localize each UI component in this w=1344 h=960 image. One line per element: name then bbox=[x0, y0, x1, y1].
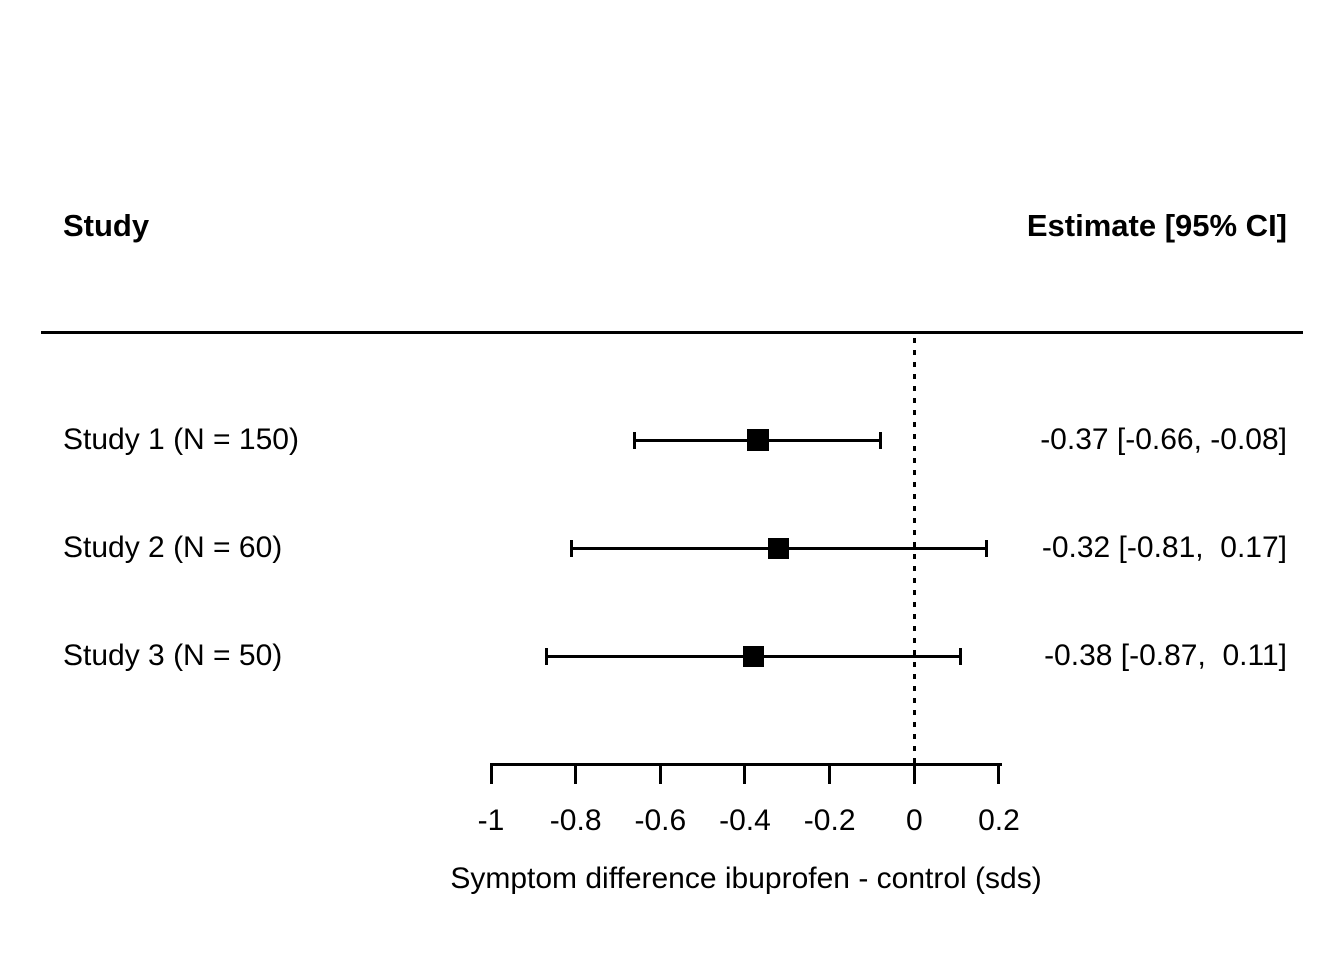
x-axis-tick-label: -0.2 bbox=[803, 804, 856, 837]
study-column-header: Study bbox=[63, 208, 150, 243]
estimate-text: -0.38 [-0.87, 0.11] bbox=[1044, 639, 1287, 672]
study-label: Study 1 (N = 150) bbox=[63, 423, 299, 456]
ci-cap-lower bbox=[569, 539, 573, 557]
x-axis-title: Symptom difference ibuprofen - control (… bbox=[450, 862, 1042, 895]
study-label: Study 3 (N = 50) bbox=[63, 639, 283, 672]
zero-reference-line bbox=[913, 338, 916, 763]
estimate-column-header: Estimate [95% CI] bbox=[1026, 208, 1287, 243]
ci-cap-upper bbox=[959, 647, 963, 665]
ci-cap-lower bbox=[544, 647, 548, 665]
x-axis-tick-label: -0.8 bbox=[549, 804, 602, 837]
estimate-marker bbox=[742, 645, 764, 667]
x-axis-tick bbox=[489, 763, 493, 784]
estimate-text: -0.32 [-0.81, 0.17] bbox=[1041, 531, 1287, 564]
x-axis-tick-label: 0.2 bbox=[978, 804, 1020, 837]
x-axis-tick-label: -0.4 bbox=[719, 804, 771, 837]
x-axis-tick-label: -0.6 bbox=[634, 804, 687, 837]
x-axis-tick bbox=[574, 763, 578, 784]
x-axis-tick-label: -1 bbox=[477, 804, 505, 837]
estimate-marker bbox=[746, 429, 769, 451]
x-axis-tick bbox=[658, 763, 662, 784]
x-axis-tick bbox=[828, 763, 832, 784]
study-label: Study 2 (N = 60) bbox=[63, 531, 283, 564]
header-separator-line bbox=[41, 331, 1303, 334]
x-axis-tick bbox=[997, 763, 1001, 784]
x-axis-tick bbox=[912, 763, 916, 784]
ci-cap-upper bbox=[984, 539, 988, 557]
ci-cap-lower bbox=[633, 431, 637, 449]
estimate-marker bbox=[768, 537, 790, 559]
estimate-text: -0.37 [-0.66, -0.08] bbox=[1040, 423, 1287, 456]
x-axis-tick-label: 0 bbox=[905, 804, 923, 837]
ci-cap-upper bbox=[878, 431, 882, 449]
x-axis-tick bbox=[743, 763, 747, 784]
